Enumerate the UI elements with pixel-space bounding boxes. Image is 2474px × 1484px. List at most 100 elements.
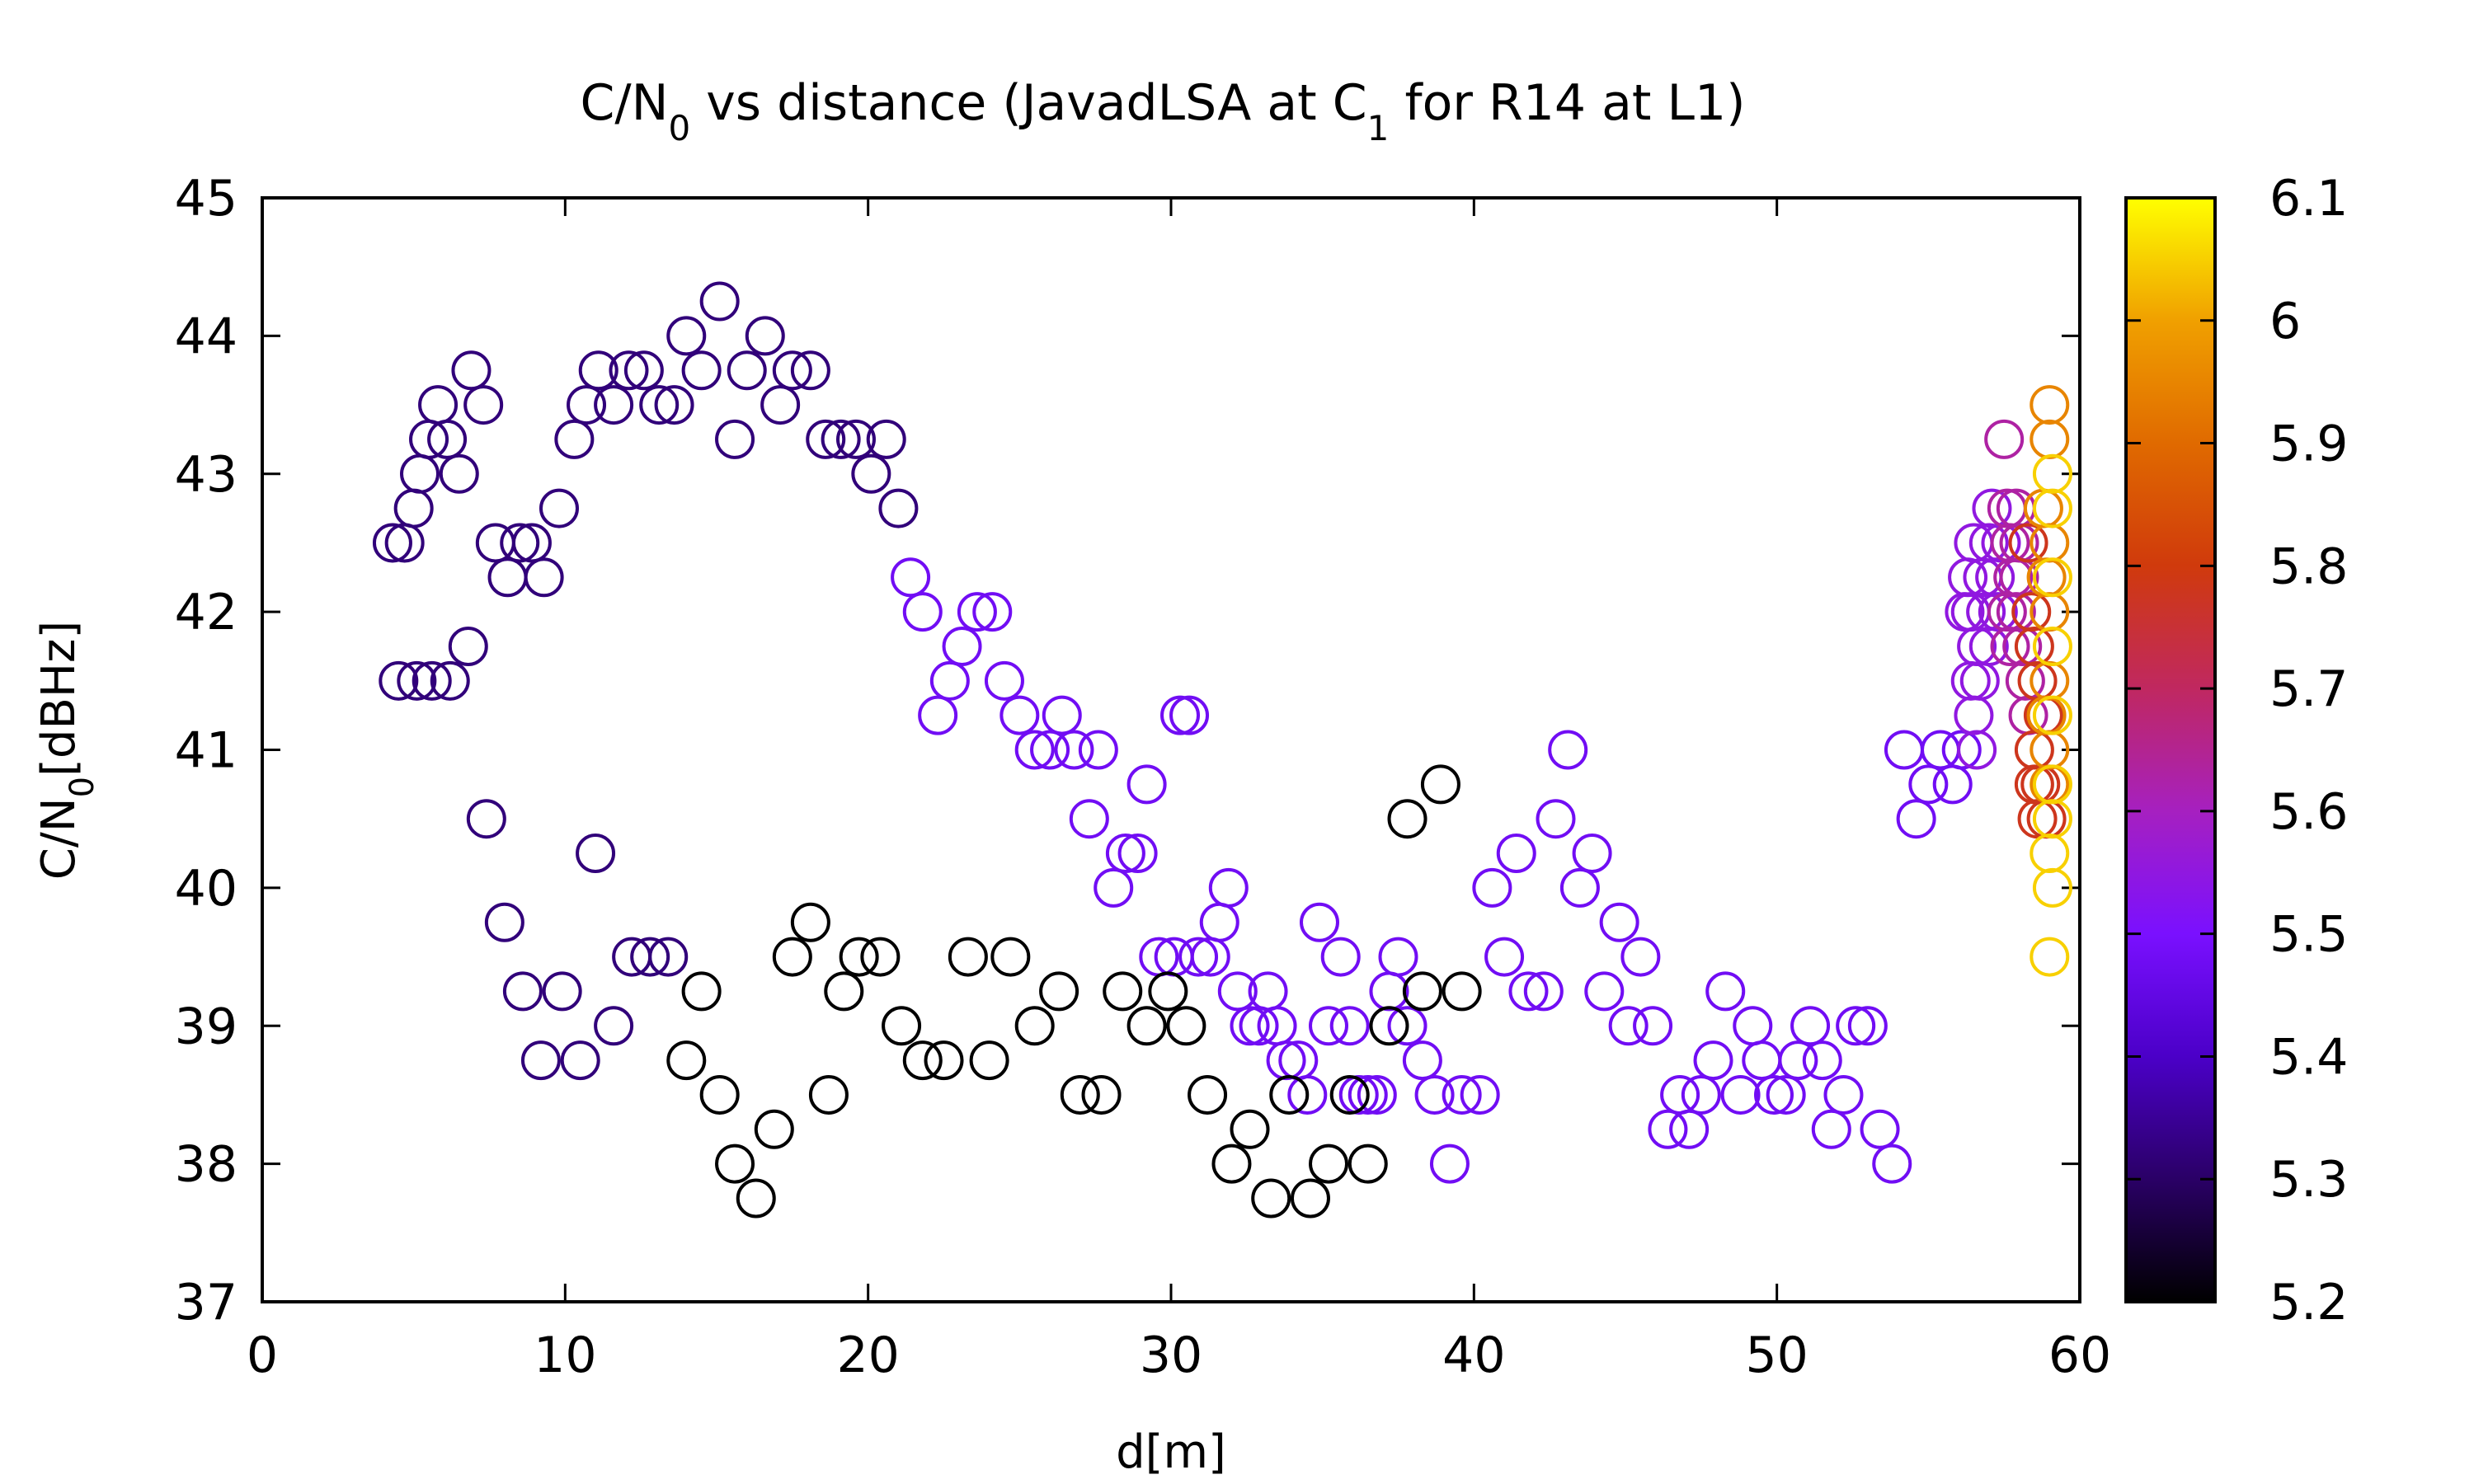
scatter-points — [372, 281, 2072, 1219]
data-point — [1508, 971, 1549, 1012]
data-point — [1548, 730, 1588, 770]
data-point — [1069, 799, 1109, 839]
data-point — [397, 660, 437, 701]
data-point — [1599, 902, 1639, 942]
data-point — [1378, 937, 1418, 977]
data-point — [969, 1040, 1009, 1081]
data-point — [1999, 523, 2039, 563]
data-point — [1442, 1074, 1482, 1115]
colorbar-tick-label: 5.5 — [2269, 906, 2348, 964]
data-point — [1968, 626, 2009, 666]
x-tick-label: 10 — [534, 1327, 596, 1384]
colorbar-tick-label: 5.8 — [2269, 538, 2348, 595]
data-point — [430, 660, 470, 701]
data-point — [1681, 1074, 1721, 1115]
data-point — [524, 557, 564, 598]
data-point — [1559, 867, 1600, 908]
data-point — [1178, 937, 1219, 977]
data-point — [1950, 660, 1991, 701]
data-point — [1984, 419, 2025, 459]
colorbar-tick-label: 5.6 — [2269, 783, 2348, 841]
data-point — [1039, 971, 1079, 1012]
data-point — [609, 350, 649, 391]
data-point — [594, 1006, 634, 1046]
data-point — [1945, 592, 1985, 632]
x-tick-label: 20 — [836, 1327, 899, 1384]
data-point — [1884, 730, 1924, 770]
data-point — [1014, 730, 1055, 770]
y-tick-label: 37 — [175, 1274, 238, 1331]
y-tick-label: 38 — [175, 1136, 238, 1194]
x-axis-title: d[m] — [1116, 1425, 1226, 1479]
data-point — [427, 419, 468, 459]
data-point — [1188, 1074, 1228, 1115]
x-tick-label: 60 — [2048, 1327, 2111, 1384]
colorbar-tick-label: 6 — [2269, 293, 2301, 350]
data-point — [1081, 1074, 1122, 1115]
data-point — [379, 660, 419, 701]
data-point — [1460, 1074, 1500, 1115]
data-point — [1847, 1006, 1888, 1046]
data-point — [1420, 764, 1460, 805]
data-point — [1105, 834, 1145, 874]
data-point — [824, 971, 864, 1012]
data-point — [1329, 1074, 1370, 1115]
data-point — [984, 660, 1024, 701]
data-point — [1199, 902, 1239, 942]
data-point — [1369, 1006, 1409, 1046]
data-point — [1166, 1006, 1206, 1046]
data-point — [860, 937, 901, 977]
data-point — [1778, 1040, 1818, 1081]
data-point — [2032, 764, 2072, 805]
data-point — [1211, 1144, 1252, 1184]
data-point — [1320, 937, 1361, 977]
chart-title-sub1: 1 — [1367, 108, 1390, 148]
colorbar-axis: 5.2 5.3 5.4 5.5 5.6 5.7 5.8 5.9 6 6.1 — [2126, 170, 2348, 1331]
data-point — [1348, 1074, 1388, 1115]
data-point — [1720, 1074, 1761, 1115]
data-point — [1742, 1040, 1782, 1081]
data-point — [902, 1040, 943, 1081]
data-point — [2030, 834, 2070, 874]
y-axis-title: C/N0[dBHz] — [32, 621, 101, 880]
data-point — [542, 971, 582, 1012]
y-tick-label: 44 — [175, 308, 238, 365]
data-point — [412, 660, 452, 701]
data-point — [1329, 1006, 1370, 1046]
data-point — [400, 453, 440, 494]
data-point — [567, 385, 607, 425]
data-point — [554, 419, 595, 459]
data-point — [918, 695, 958, 735]
data-point — [487, 557, 528, 598]
data-point — [2032, 626, 2072, 666]
data-point — [1802, 1040, 1842, 1081]
data-point — [772, 937, 812, 977]
data-point — [1954, 695, 1994, 735]
data-point — [372, 523, 412, 563]
data-point — [463, 385, 504, 425]
data-point — [902, 592, 943, 632]
data-point — [1429, 1144, 1470, 1184]
data-point — [2030, 385, 2070, 425]
data-point — [1348, 1144, 1388, 1184]
chart-title-end: for R14 at L1) — [1389, 74, 1745, 132]
data-point — [957, 592, 997, 632]
data-point — [948, 937, 988, 977]
data-point — [790, 902, 830, 942]
data-point — [1309, 1144, 1349, 1184]
data-point — [1959, 660, 2000, 701]
data-point — [1669, 1109, 1710, 1149]
data-point — [745, 316, 785, 356]
data-point — [1357, 1074, 1397, 1115]
data-point — [666, 316, 707, 356]
data-point — [578, 350, 618, 391]
data-point — [1078, 730, 1118, 770]
plot-frame — [261, 196, 2081, 1303]
data-point — [2014, 764, 2054, 805]
data-point — [1060, 1074, 1100, 1115]
data-point — [1054, 730, 1094, 770]
data-point — [2032, 488, 2072, 528]
data-point — [1290, 1178, 1330, 1219]
data-point — [772, 350, 812, 391]
data-point — [1790, 1006, 1831, 1046]
